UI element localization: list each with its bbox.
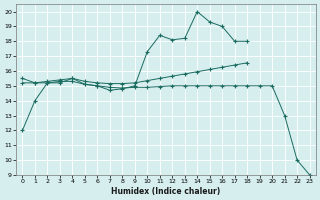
X-axis label: Humidex (Indice chaleur): Humidex (Indice chaleur)	[111, 187, 221, 196]
